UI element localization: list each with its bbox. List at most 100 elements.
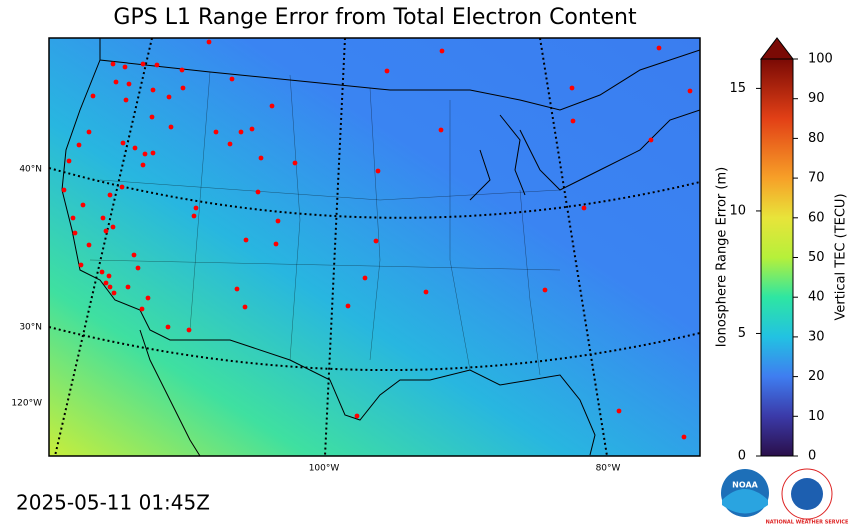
station bbox=[66, 158, 72, 164]
noaa-logo: NOAA bbox=[721, 469, 769, 517]
station bbox=[292, 160, 298, 166]
station bbox=[362, 275, 368, 281]
station bbox=[168, 124, 174, 130]
left-tick-label: 5 bbox=[738, 326, 746, 341]
stations bbox=[61, 39, 693, 440]
station bbox=[61, 187, 67, 193]
station bbox=[140, 61, 146, 67]
right-tick-label: 20 bbox=[808, 369, 825, 384]
noaa-wave bbox=[722, 489, 768, 514]
colorbar-extension bbox=[759, 37, 795, 60]
station bbox=[78, 262, 84, 268]
station bbox=[103, 280, 109, 286]
station bbox=[106, 273, 112, 279]
station bbox=[166, 94, 172, 100]
station bbox=[186, 327, 192, 333]
station bbox=[126, 81, 132, 87]
station bbox=[229, 76, 235, 82]
station bbox=[438, 127, 444, 133]
station bbox=[149, 114, 155, 120]
station bbox=[569, 85, 575, 91]
lon-label: 100°W bbox=[309, 464, 340, 474]
map-background bbox=[49, 38, 700, 456]
station bbox=[542, 287, 548, 293]
station bbox=[103, 228, 109, 234]
station bbox=[125, 284, 131, 290]
station bbox=[120, 140, 126, 146]
title: GPS L1 Range Error from Total Electron C… bbox=[113, 5, 637, 30]
station bbox=[76, 142, 82, 148]
nws-inner bbox=[791, 478, 823, 510]
lat-label: 40°N bbox=[19, 165, 42, 175]
station bbox=[570, 118, 576, 124]
station bbox=[275, 218, 281, 224]
colorbar: Ionosphere Range Error (m) Vertical TEC … bbox=[715, 37, 849, 464]
station bbox=[243, 237, 249, 243]
right-tick-label: 50 bbox=[808, 250, 825, 265]
station bbox=[258, 155, 264, 161]
graticule bbox=[49, 38, 700, 456]
station bbox=[581, 205, 587, 211]
station bbox=[656, 45, 662, 51]
station bbox=[373, 238, 379, 244]
noaa-text: NOAA bbox=[732, 481, 758, 490]
left-tick-label: 10 bbox=[729, 203, 746, 218]
station bbox=[180, 85, 186, 91]
lat-label: 30°N bbox=[19, 323, 42, 333]
station bbox=[150, 150, 156, 156]
lon-label: 120°W bbox=[11, 399, 42, 409]
right-tick-label: 60 bbox=[808, 210, 825, 225]
map bbox=[49, 38, 700, 456]
left-tick-label: 15 bbox=[729, 81, 746, 96]
station bbox=[90, 93, 96, 99]
station bbox=[139, 306, 145, 312]
station bbox=[113, 79, 119, 85]
station bbox=[681, 434, 687, 440]
station bbox=[354, 413, 360, 419]
nws-text: NATIONAL WEATHER SERVICE bbox=[766, 520, 849, 526]
station bbox=[119, 184, 125, 190]
station bbox=[375, 168, 381, 174]
station bbox=[273, 241, 279, 247]
station bbox=[110, 61, 116, 67]
right-tick-label: 30 bbox=[808, 329, 825, 344]
colorbar-right-label: Vertical TEC (TECU) bbox=[834, 193, 849, 320]
right-tick-label: 90 bbox=[808, 91, 825, 106]
station bbox=[72, 230, 78, 236]
station bbox=[249, 126, 255, 132]
station bbox=[107, 284, 113, 290]
station bbox=[86, 242, 92, 248]
station bbox=[193, 205, 199, 211]
station bbox=[70, 215, 76, 221]
colorbar-scale bbox=[760, 58, 794, 457]
station bbox=[439, 48, 445, 54]
station bbox=[213, 129, 219, 135]
station bbox=[80, 202, 86, 208]
station bbox=[345, 303, 351, 309]
station bbox=[227, 141, 233, 147]
right-tick-label: 40 bbox=[808, 290, 825, 305]
station bbox=[132, 145, 138, 151]
station bbox=[154, 62, 160, 68]
left-tick-label: 0 bbox=[738, 449, 746, 464]
station bbox=[145, 295, 151, 301]
station bbox=[107, 192, 113, 198]
station bbox=[423, 289, 429, 295]
station bbox=[238, 129, 244, 135]
nws-logo: NATIONAL WEATHER SERVICE bbox=[766, 468, 849, 526]
lon-label: 80°W bbox=[596, 464, 621, 474]
station bbox=[110, 224, 116, 230]
station bbox=[111, 290, 117, 296]
station bbox=[269, 103, 275, 109]
map-frame bbox=[48, 37, 701, 457]
right-tick-label: 70 bbox=[808, 171, 825, 186]
station bbox=[234, 286, 240, 292]
colorbar-left-label: Ionosphere Range Error (m) bbox=[715, 167, 730, 347]
station bbox=[135, 265, 141, 271]
station bbox=[206, 39, 212, 45]
timestamp: 2025-05-11 01:45Z bbox=[16, 491, 210, 515]
station bbox=[123, 97, 129, 103]
right-tick-label: 80 bbox=[808, 131, 825, 146]
station bbox=[86, 129, 92, 135]
